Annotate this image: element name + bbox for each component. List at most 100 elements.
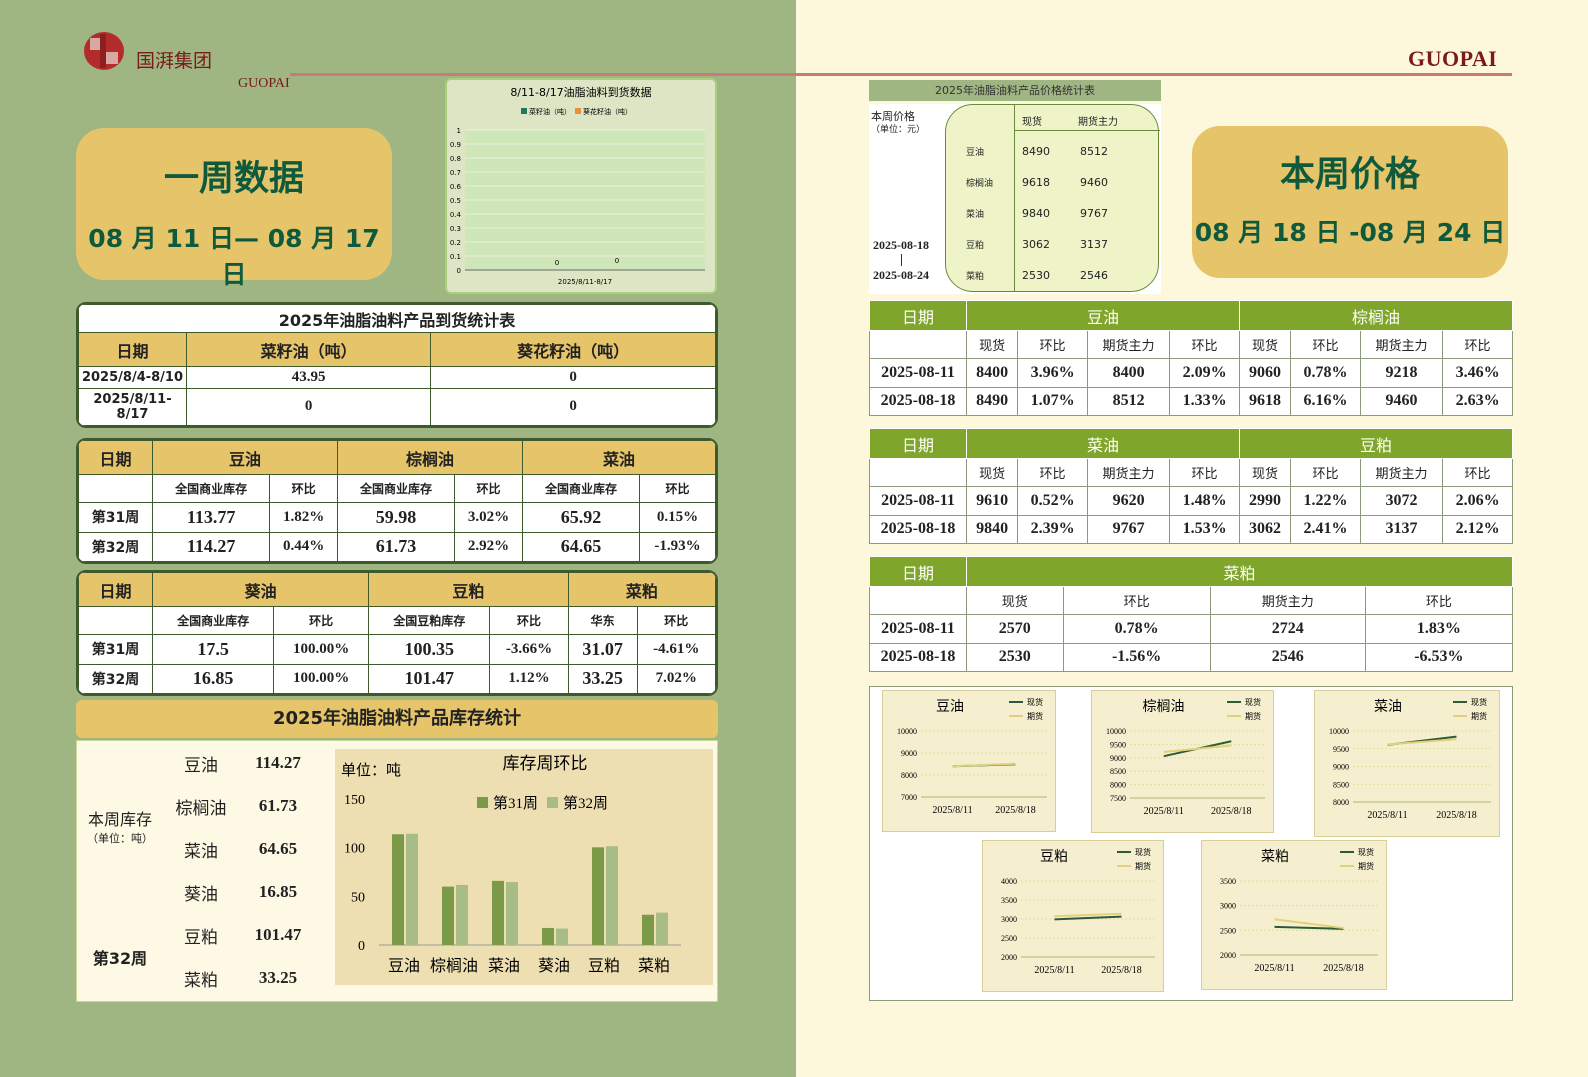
table-cell: 2025/8/4-8/10 xyxy=(78,366,187,389)
price-panel-table: 现货 期货主力 豆油 8490 8512 棕榈油 9618 9460 菜油 9840 9767 豆… xyxy=(945,104,1160,292)
y-tick: 10000 xyxy=(897,727,917,736)
table-cell xyxy=(869,586,967,615)
table-cell: 3062 xyxy=(1238,514,1292,544)
price-row-label: 豆油 xyxy=(966,148,985,158)
table-cell: 100.00% xyxy=(273,663,370,694)
table-cell: 2025-08-11 xyxy=(869,614,967,644)
legend-swatch xyxy=(547,797,558,808)
table-cell: 环比 xyxy=(639,474,716,503)
x-tick: 2025/8/11 xyxy=(1367,810,1407,821)
mini-chart-rapeseed-oil: 菜油 现货 期货 8000 8500 9000 9500 10000 2025/8/11 2025… xyxy=(1314,690,1500,837)
table-cell: 环比 xyxy=(1442,330,1513,359)
series-line xyxy=(952,762,1016,768)
table-cell: 环比 xyxy=(1062,586,1211,615)
y-tick: 8500 xyxy=(1333,780,1349,789)
table-cell: 期货主力 xyxy=(1209,586,1366,615)
bar xyxy=(556,928,568,945)
table-cell: 全国豆粕库存 xyxy=(368,606,491,635)
table-cell: 7.02% xyxy=(636,663,716,694)
table-cell: 日期 xyxy=(869,300,967,331)
x-tick: 2025/8/11 xyxy=(1144,806,1184,817)
legend-label: 期货 xyxy=(1471,711,1487,721)
legend-label: 现货 xyxy=(1471,697,1487,707)
table-cell: 全国商业库存 xyxy=(336,474,456,503)
table-cell xyxy=(869,458,967,487)
table-cell: 8400 xyxy=(965,358,1019,388)
y-tick: 8500 xyxy=(1110,767,1126,776)
table-cell: 第32周 xyxy=(78,531,153,562)
table-cell: 1.48% xyxy=(1169,486,1240,516)
inventory-week32-label: 第32周 xyxy=(92,949,148,968)
header-divider xyxy=(290,73,1512,76)
inventory-item: 豆粕 101.47 xyxy=(163,917,317,953)
legend-label: 葵花籽油（吨） xyxy=(583,107,632,116)
chart-title: 库存周环比 xyxy=(503,754,588,773)
y-tick: 2500 xyxy=(1001,934,1017,943)
series-line xyxy=(1274,918,1344,930)
y-tick: 3500 xyxy=(1001,896,1017,905)
price-row-value: 2546 xyxy=(1080,269,1108,282)
table-cell: 2025-08-11 xyxy=(869,486,967,516)
bar xyxy=(406,833,418,945)
table-cell: 3072 xyxy=(1359,486,1444,516)
table-cell: 2025-08-18 xyxy=(869,386,967,416)
inventory-item: 棕榈油 61.73 xyxy=(163,788,317,824)
x-tick: 2025/8/11 xyxy=(1254,963,1294,974)
mini-chart-title: 菜粕 xyxy=(1261,849,1289,865)
y-tick: 0.7 xyxy=(450,169,461,177)
x-tick: 2025/8/18 xyxy=(995,805,1036,816)
y-tick: 3000 xyxy=(1220,902,1236,911)
y-tick: 10000 xyxy=(1329,727,1349,736)
table-cell: 0 xyxy=(185,387,432,426)
price-col-spot: 现货 xyxy=(1022,117,1042,128)
y-tick: 0.8 xyxy=(450,155,461,163)
arrival-table-title: 2025年油脂油料产品到货统计表 xyxy=(78,304,716,333)
table-cell: 2025-08-11 xyxy=(869,358,967,388)
table-cell: 2724 xyxy=(1209,614,1366,644)
y-tick: 0.1 xyxy=(450,253,461,261)
table-cell: 0 xyxy=(430,366,716,389)
inventory-block: 本周库存 （单位：吨） 第32周 豆油 114.27 棕榈油 61.73 菜油 64.65… xyxy=(76,740,718,1002)
table-cell: 现货 xyxy=(1238,458,1292,487)
table-cell: 17.5 xyxy=(151,634,275,665)
price-row-label: 菜油 xyxy=(966,210,985,220)
price-col-futures: 期货主力 xyxy=(1078,117,1118,128)
table-cell: 环比 xyxy=(1017,330,1088,359)
stock-table-1: 日期 豆油 棕榈油 菜油 全国商业库存 环比 全国商业库存 环比 全国商业库存 环比 第31周 113… xyxy=(76,438,718,564)
y-tick: 7500 xyxy=(1110,794,1126,803)
price-row-value: 9618 xyxy=(1022,176,1050,189)
arrival-chart-title: 8/11-8/17油脂油料到货数据 xyxy=(510,85,651,99)
bar xyxy=(392,834,404,945)
inventory-item-value: 33.25 xyxy=(258,968,298,987)
table-cell: 100.00% xyxy=(273,634,370,665)
bar xyxy=(642,914,654,945)
table-cell: 全国商业库存 xyxy=(151,474,271,503)
y-tick: 9500 xyxy=(1333,745,1349,754)
mini-chart-soy-oil: 豆油 现货 期货 7000 8000 9000 10000 2025/8/11 2025/8/1… xyxy=(882,690,1056,832)
data-label: 0 xyxy=(555,259,559,267)
table-cell: 2025-08-18 xyxy=(869,514,967,544)
legend-swatch xyxy=(575,108,581,114)
table-cell: 环比 xyxy=(1290,458,1361,487)
mini-chart-title: 豆油 xyxy=(936,699,964,715)
table-cell: 59.98 xyxy=(336,502,456,533)
series-line xyxy=(1387,738,1457,746)
mini-chart-title: 菜油 xyxy=(1374,699,1402,715)
price-panel: 本周价格 （单位：元） 2025-08-18 2025-08-24 现货 期货主… xyxy=(869,104,1161,294)
table-cell: 豆粕 xyxy=(1238,428,1514,459)
y-tick: 2500 xyxy=(1220,926,1236,935)
brand-name: 国湃集团 xyxy=(136,51,213,72)
x-tick: 菜粕 xyxy=(638,957,670,975)
divider xyxy=(1014,130,1160,131)
table-cell: 3.46% xyxy=(1442,358,1513,388)
table-cell: 环比 xyxy=(489,606,569,635)
arrival-header-date: 日期 xyxy=(78,332,187,367)
table-cell: -1.56% xyxy=(1062,642,1211,672)
y-tick: 2000 xyxy=(1220,951,1236,960)
weekly-price-dates: 08 月 18 日 -08 月 24 日 xyxy=(1194,218,1506,247)
table-cell: 9618 xyxy=(1238,386,1292,416)
y-tick: 0 xyxy=(457,267,461,275)
table-cell: 2025/8/11-8/17 xyxy=(78,387,187,426)
y-tick: 0.5 xyxy=(450,197,461,205)
